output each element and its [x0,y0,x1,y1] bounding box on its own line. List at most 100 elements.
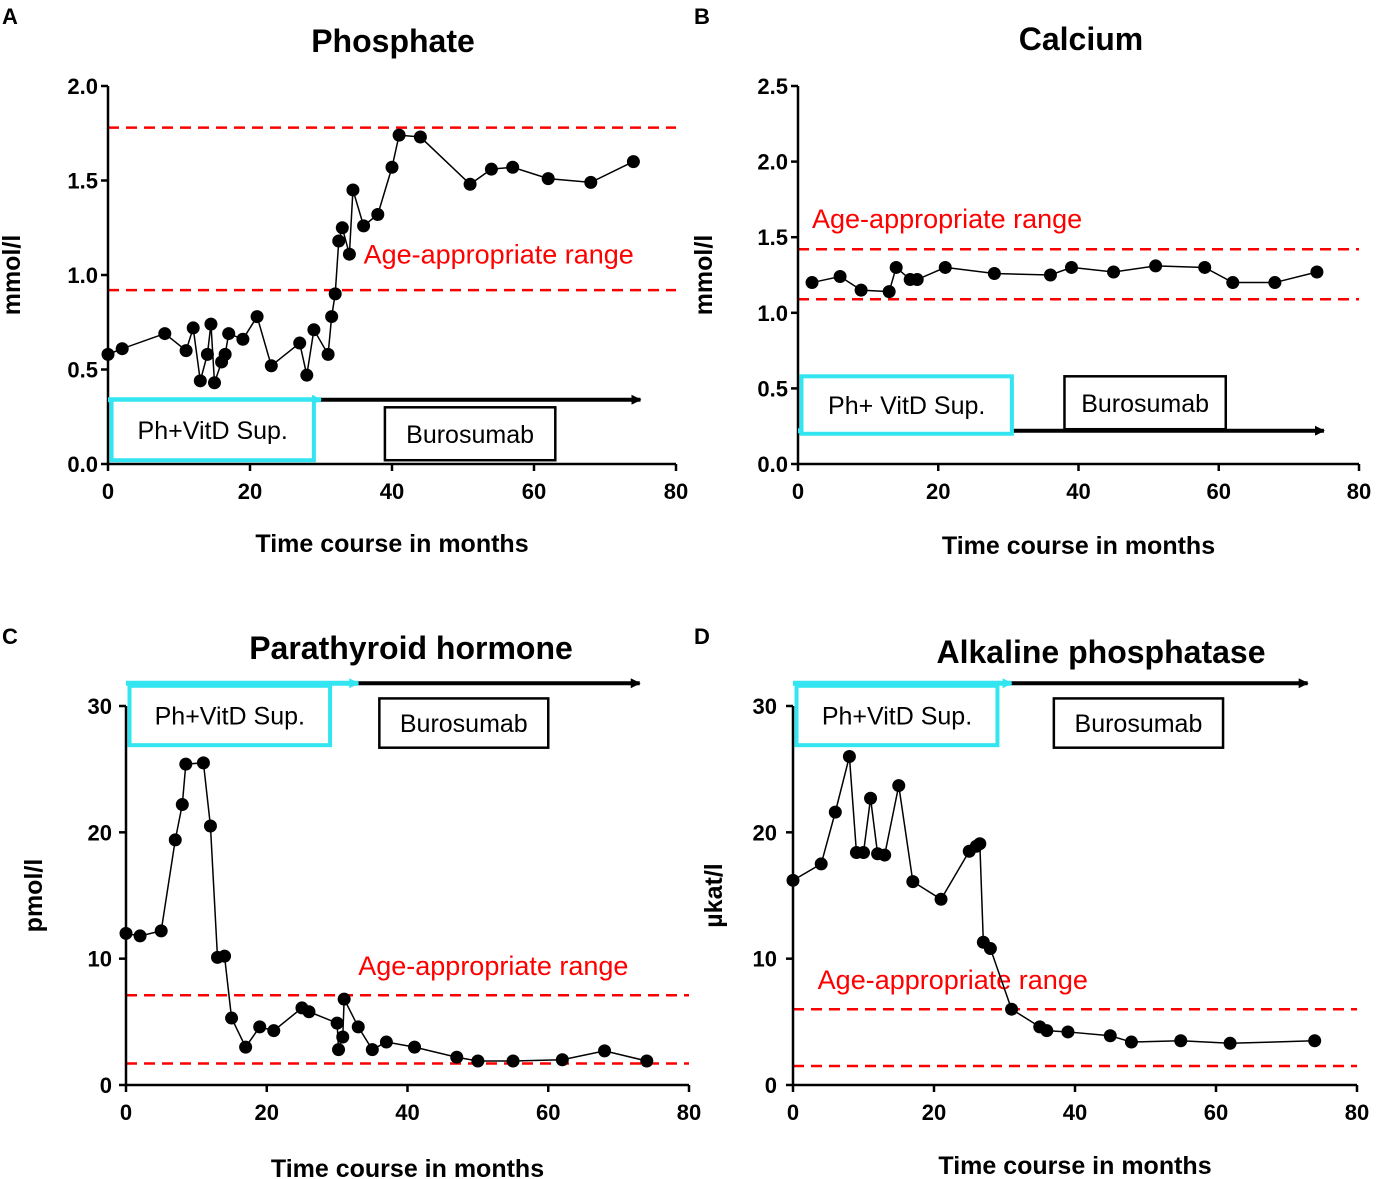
data-point [101,347,115,361]
data-point [119,926,133,940]
data-point [336,1030,350,1044]
data-point [379,1035,393,1049]
data-point [392,128,406,142]
data-point [408,1040,422,1054]
x-tick-label: 0 [787,1100,799,1125]
data-point [889,260,903,274]
data-point [330,1016,344,1030]
range-label: Age-appropriate range [818,965,1088,995]
data-point [218,347,232,361]
burosumab-box [1063,375,1228,431]
y-tick-label: 30 [88,694,112,719]
x-tick-label: 0 [792,479,804,504]
ph-vitd-box [794,683,1000,748]
data-point [337,992,351,1006]
panel-a: A Phosphate Age-appropriate range 0 20 40 60… [0,4,688,558]
chart-title-parathyroid-hormone: Parathyroid hormone [249,630,573,666]
data-point [236,332,250,346]
data-point [225,1011,239,1025]
data-point [264,359,278,373]
data-point [584,175,598,189]
data-point [1064,260,1078,274]
data-point [450,1050,464,1064]
ph-vitd-box [127,683,333,748]
data-point [115,342,129,356]
chart-title-phosphate: Phosphate [311,23,475,59]
burosumab-label: Burosumab [406,421,534,449]
data-point [293,336,307,350]
data-point [833,270,847,284]
y-tick-label: 0.5 [757,376,788,401]
data-point [335,221,349,235]
data-point [328,287,342,301]
y-tick-label: 20 [88,820,112,845]
y-axis-label: mmol/l [0,235,26,316]
y-tick-label: 2.0 [67,74,98,99]
x-tick-label: 20 [926,479,950,504]
data-point [385,160,399,174]
data-point [302,1005,316,1019]
y-tick-label: 2.5 [757,74,788,99]
data-point [1005,1002,1019,1016]
data-point [413,130,427,144]
x-tick-label: 0 [120,1100,132,1125]
data-point [371,208,385,222]
data-point [179,757,193,771]
data-point [934,892,948,906]
data-point [346,183,360,197]
x-tick-label: 80 [1347,479,1371,504]
data-point [325,310,339,324]
x-tick-label: 60 [536,1100,560,1125]
data-point [239,1040,253,1054]
x-tick-label: 80 [1345,1100,1369,1125]
y-tick-label: 1.0 [757,301,788,326]
data-point [133,929,147,943]
y-axis-label: mmol/l [690,235,718,316]
data-point [938,260,952,274]
y-tick-label: 1.5 [67,169,98,194]
burosumab-label: Burosumab [1081,390,1209,418]
chart-title-alkaline-phosphatase: Alkaline phosphatase [937,634,1266,670]
y-tick-label: 10 [753,947,777,972]
data-point [208,376,221,390]
data-point [1061,1025,1075,1039]
x-tick-label: 20 [922,1100,946,1125]
x-axis-label: Time course in months [942,532,1215,560]
y-tick-label: 0 [100,1073,112,1098]
ph-vitd-label: Ph+VitD Sup. [138,417,288,445]
data-point [906,875,920,889]
data-point [1043,268,1057,282]
data-point [154,924,168,938]
data-point [1040,1024,1054,1038]
data-point [158,327,172,341]
data-point [987,266,1001,280]
x-tick-label: 40 [395,1100,419,1125]
y-axis-label: pmol/l [20,859,48,933]
range-label: Age-appropriate range [358,951,628,981]
data-point [253,1020,267,1034]
plot-area-a: Age-appropriate range 0 20 40 60 80 0.0 0.5 1.0 1… [0,74,688,558]
data-point [332,1043,346,1057]
data-point [365,1043,379,1057]
panel-d: D Alkaline phosphatase Age-appropriate r… [694,624,1369,1179]
y-axis-label: µkat/l [700,863,728,927]
plot-area-c: Age-appropriate range 0 20 40 60 80 0 10 20 30 Tim… [20,678,701,1179]
data-point [842,750,856,764]
data-point [307,323,321,337]
panel-letter-c: C [2,624,18,649]
data-point [222,327,236,341]
data-point [506,1054,520,1068]
data-point [1223,1036,1237,1050]
ph-vitd-label: Ph+ VitD Sup. [828,392,985,420]
data-point [910,273,924,287]
y-tick-label: 0.0 [757,452,788,477]
data-point [814,857,828,871]
data-point [168,833,182,847]
data-point [805,276,819,290]
range-label: Age-appropriate range [364,240,634,270]
burosumab-box [1052,697,1225,749]
x-axis-label: Time course in months [271,1155,544,1179]
data-point [1308,1034,1322,1048]
burosumab-label: Burosumab [1075,710,1203,738]
data-point [878,848,892,862]
